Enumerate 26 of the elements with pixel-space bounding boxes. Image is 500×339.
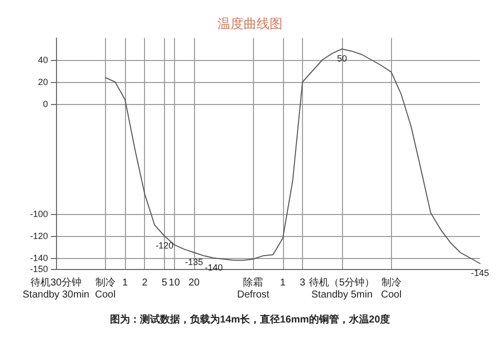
data-label: -120 (155, 240, 174, 250)
data-label: -135 (185, 257, 204, 267)
x-tick-label: 1 (122, 278, 128, 288)
x-tick-label: 待机30分钟 Standby 30min (22, 276, 90, 300)
x-tick-label: 1 (280, 278, 286, 288)
y-tick-label: 20 (38, 77, 48, 87)
data-label: -145 (470, 268, 490, 278)
x-tick-label: 除霜 Defrost (237, 276, 270, 300)
x-tick-label: 5 (162, 278, 168, 288)
x-tick-label: 待机（5分钟） Standby 5min (309, 276, 375, 300)
line-series (104, 48, 480, 264)
x-tick-label: 10 (168, 278, 180, 288)
x-tick-label: 制冷 Cool (95, 276, 116, 300)
data-label: 50 (336, 54, 347, 64)
x-tick-label: 2 (142, 278, 148, 288)
x-tick-label: 制冷 Cool (380, 276, 402, 300)
x-tick-label: 20 (188, 278, 200, 288)
y-tick-label: -120 (30, 231, 48, 241)
chart-title: 温度曲线图 (218, 16, 282, 31)
y-tick-label: 0 (42, 99, 48, 109)
y-tick-label: -100 (30, 209, 48, 219)
y-tick-label: 40 (38, 55, 48, 65)
x-tick-label: 3 (300, 278, 306, 288)
text: 图为：测试数据，负载为14m长，直径16mm的铜管，水温20度 (110, 314, 390, 326)
y-tick-label: -140 (30, 253, 48, 263)
y-tick-label: -150 (30, 264, 48, 274)
